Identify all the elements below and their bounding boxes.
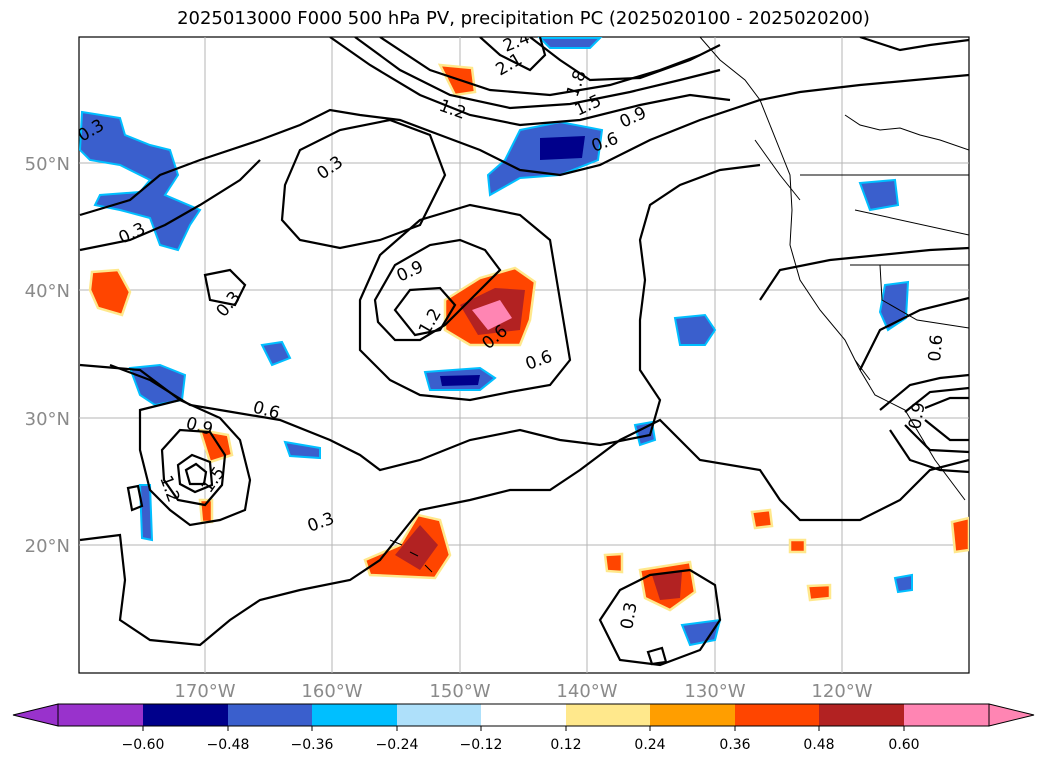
colorbar-tick-label: 0.12 (550, 737, 581, 753)
colorbar-segment (312, 704, 397, 726)
pos-area-small-2 (788, 538, 807, 554)
pos-area-southeast-2 (806, 583, 832, 602)
colorbar-tick-label: −0.12 (460, 737, 503, 753)
pv-contour-east-ring3 (924, 396, 969, 442)
colorbar-tick-label: −0.60 (122, 737, 165, 753)
latitude-tick-labels: 50°N 40°N 30°N 20°N (25, 154, 70, 557)
pv-contour-0.3-center (109, 163, 761, 472)
lon-tick-label: 140°W (556, 681, 617, 702)
colorbar-segment (143, 704, 228, 726)
contour-label: 0.3 (617, 601, 641, 631)
lon-tick-label: 160°W (301, 681, 362, 702)
pv-contour-east-1 (759, 246, 969, 301)
colorbar-tick-label: −0.24 (376, 737, 419, 753)
map-panel (78, 36, 970, 674)
pos-core-south (652, 572, 682, 600)
colorbar-segment (481, 704, 566, 726)
colorbar-tick-label: 0.60 (888, 737, 919, 753)
lat-tick-label: 30°N (25, 409, 70, 430)
neg-area-hawaii-north (283, 440, 321, 460)
pv-contour-small-3 (646, 646, 668, 666)
lon-tick-label: 170°W (174, 681, 235, 702)
neg-area-south (680, 618, 722, 647)
colorbar-segment (566, 704, 650, 726)
coastlines (389, 37, 969, 573)
colorbar-segment (228, 704, 312, 726)
pos-area-east-edge (950, 516, 969, 554)
neg-area-east (673, 313, 717, 346)
neg-area-20n-east (893, 573, 913, 594)
colorbar: −0.60 −0.48 −0.36 −0.24 −0.12 0.12 0.24 … (12, 703, 1035, 753)
pv-contour-east-ring1 (879, 373, 969, 474)
pv-contour-1.2 (393, 286, 457, 337)
neg-area-canada (858, 178, 900, 212)
pv-contour-south-loop (598, 568, 722, 667)
lon-tick-label: 120°W (811, 681, 872, 702)
pv-contour-0.3-west (79, 159, 261, 252)
pv-contour-small-1 (203, 268, 247, 307)
colorbar-segment (904, 704, 989, 726)
pos-core-hawaii (395, 525, 438, 570)
neg-core-center (440, 375, 480, 386)
pos-area-west-40n (88, 268, 132, 317)
pv-contour-top-right (859, 37, 969, 52)
contour-label: 0.6 (925, 334, 947, 363)
pos-area-small-1 (603, 552, 624, 574)
pv-contours (79, 37, 969, 667)
neg-area-35n-small (260, 340, 292, 367)
pv-contour-0.9 (373, 238, 502, 342)
longitude-tick-labels: 170°W 160°W 150°W 140°W 130°W 120°W (174, 681, 872, 702)
pv-contour-1.8-alaska (529, 37, 721, 82)
colorbar-tick-label: −0.36 (291, 737, 334, 753)
lon-tick-label: 150°W (429, 681, 490, 702)
pv-contour-east-2 (859, 296, 969, 371)
lat-tick-label: 40°N (25, 281, 70, 302)
pv-contour-0.3-north (79, 73, 969, 217)
pv-contour-0.9-alaska (329, 37, 731, 127)
colorbar-extend-min (12, 703, 59, 727)
pv-contour-0.9-west (138, 398, 252, 527)
pv-contour-0.6 (358, 203, 572, 402)
neg-area-baja (878, 280, 910, 332)
colorbar-tick-label: 0.24 (634, 737, 665, 753)
pv-contour-0.3-south (79, 363, 969, 647)
colorbar-segment (735, 704, 819, 726)
neg-area-top (537, 37, 603, 49)
pv-contour-0.3-loop (280, 118, 447, 250)
pv-contour-east-ring2 (904, 386, 969, 454)
colorbar-frame (57, 703, 990, 727)
colorbar-tick-label: −0.48 (207, 737, 250, 753)
plot-title: 2025013000 F000 500 hPa PV, precipitatio… (177, 8, 870, 29)
colorbar-tick-label: 0.36 (719, 737, 750, 753)
colorbar-segment (58, 704, 143, 726)
pv-contour-1.8-west (184, 462, 208, 486)
colorbar-tick-label: 0.48 (803, 737, 834, 753)
pos-peak-40n (472, 300, 512, 330)
pv-contour-2.1 (479, 37, 547, 72)
pv-contour-1.2-alaska (354, 37, 721, 110)
pos-area-southeast-1 (750, 508, 774, 530)
neg-core-alaska-gulf (540, 136, 585, 160)
contour-label: 0.9 (905, 401, 929, 431)
neg-area-west-20n (138, 484, 154, 542)
lon-tick-label: 130°W (684, 681, 745, 702)
pv-contour-1.2-west (160, 428, 227, 507)
lat-tick-label: 20°N (25, 536, 70, 557)
pv-contour-small-2 (126, 484, 144, 512)
colorbar-segment (397, 704, 481, 726)
colorbar-segment (819, 704, 904, 726)
colorbar-segment (650, 704, 735, 726)
colorbar-extend-max (988, 703, 1035, 727)
lat-tick-label: 50°N (25, 154, 70, 175)
neg-area-west-coast-50n (79, 110, 202, 252)
pv-contour-1.5-west (176, 453, 214, 494)
